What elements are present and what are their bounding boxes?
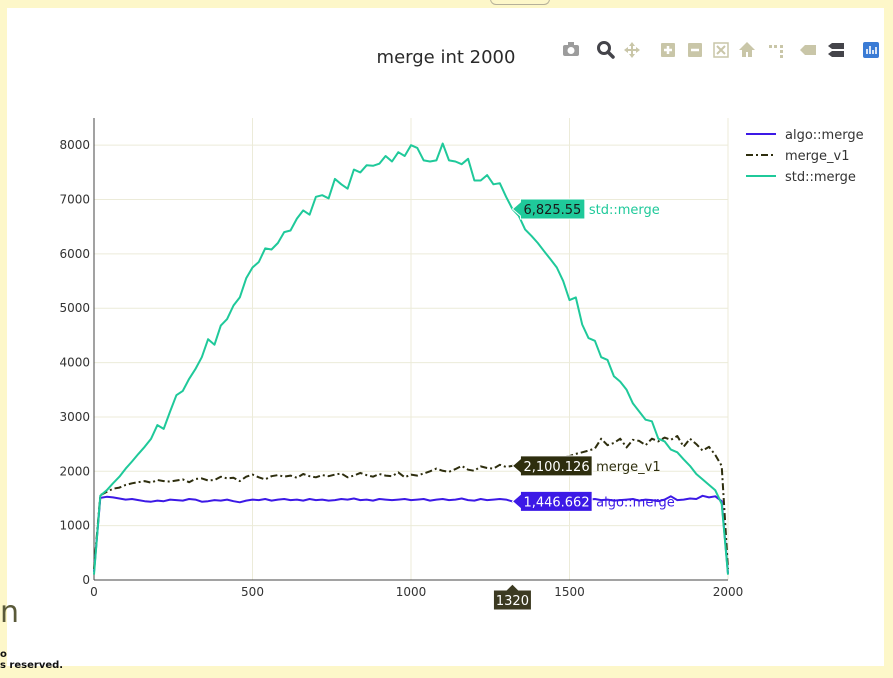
series-layer: [93, 142, 729, 575]
legend-label[interactable]: std::merge: [785, 170, 856, 185]
footer-logo-fragment: n: [0, 595, 20, 630]
series-line-merge-v1: [93, 435, 729, 570]
x-tick-label: 2000: [713, 585, 744, 599]
series-line-std-merge: [93, 142, 729, 575]
zoom-glass[interactable]: [597, 41, 611, 55]
y-tick-label: 4000: [59, 356, 90, 370]
y-tick-label: 5000: [59, 301, 90, 315]
hover-compare-icon[interactable]: [828, 43, 844, 57]
hover-series-name: merge_v1: [596, 460, 661, 475]
zoom-in-plus[interactable]: [664, 46, 672, 54]
spike-lines-icon[interactable]: [769, 45, 783, 58]
spike-dot-2[interactable]: [774, 45, 777, 48]
grid-layer: [94, 118, 729, 580]
y-tick-label: 6000: [59, 247, 90, 261]
y-tick-label: 7000: [59, 193, 90, 207]
camera-top[interactable]: [568, 42, 574, 45]
y-tick-label: 8000: [59, 138, 90, 152]
modebar: [563, 41, 879, 59]
footer-line-2: s reserved.: [0, 660, 64, 671]
legend-label[interactable]: algo::merge: [785, 128, 864, 143]
x-tick-label: 1000: [396, 585, 427, 599]
hover-value: 6,825.55: [523, 203, 581, 218]
hover-compare-tag-2[interactable]: [828, 51, 844, 57]
legend-item-merge-v1[interactable]: merge_v1: [746, 149, 850, 164]
footer-line-1: o: [0, 649, 7, 660]
zoom-in-icon[interactable]: [661, 43, 675, 57]
hover-x-value: 1320: [496, 594, 529, 609]
plotly-logo-bars[interactable]: [866, 46, 877, 54]
hover-box-std-merge: [511, 198, 586, 220]
hover-closest-tag[interactable]: [800, 45, 816, 55]
hover-series-name: algo::merge: [596, 495, 675, 510]
hover-value: 2,100.126: [523, 460, 589, 475]
autoscale-icon[interactable]: [713, 42, 729, 58]
zoom-icon[interactable]: [597, 41, 615, 59]
autoscale-cross[interactable]: [716, 45, 726, 55]
chart-title: merge int 2000: [377, 47, 516, 68]
camera-lens[interactable]: [567, 47, 575, 54]
y-tick-label: 1000: [59, 519, 90, 533]
x-tick-label: 500: [241, 585, 264, 599]
legend-label[interactable]: merge_v1: [785, 149, 850, 164]
spike-dot-3[interactable]: [780, 45, 783, 48]
hover-closest-icon[interactable]: [800, 45, 816, 55]
y-tick-label: 3000: [59, 410, 90, 424]
legend-item-algo-merge[interactable]: algo::merge: [746, 128, 864, 143]
home-icon[interactable]: [739, 42, 755, 57]
axis-layer: 0 1000 2000 3000 4000 5000 6000 7000 8000 0 500 100…: [59, 118, 743, 599]
plotly-logo-icon[interactable]: [863, 42, 879, 58]
hover-box-algo-merge: [511, 490, 593, 512]
zoom-handle[interactable]: [606, 50, 615, 59]
legend-item-std-merge[interactable]: std::merge: [746, 170, 856, 185]
y-tick-label: 0: [82, 573, 90, 587]
autoscale-frame[interactable]: [713, 42, 729, 58]
camera-icon[interactable]: [563, 42, 579, 56]
spike-dot-1[interactable]: [769, 45, 772, 48]
hover-compare-tag-1[interactable]: [828, 43, 844, 49]
hover-box-merge-v1: [511, 455, 593, 477]
home-shape[interactable]: [739, 42, 755, 57]
footer-copyright: o s reserved.: [0, 649, 63, 671]
pan-icon[interactable]: [624, 42, 640, 58]
y-tick-label: 2000: [59, 464, 90, 478]
x-tick-label: 1500: [554, 585, 585, 599]
pan-arrows[interactable]: [624, 42, 640, 58]
zoom-out-icon[interactable]: [688, 43, 702, 57]
hover-value: 1,446.662: [523, 495, 589, 510]
series-line-algo-merge: [93, 494, 729, 574]
hover-series-name: std::merge: [589, 203, 660, 218]
spike-dot-4[interactable]: [780, 50, 783, 53]
chart-panel: [7, 8, 884, 666]
hover-x-box: [492, 583, 532, 611]
spike-dot-5[interactable]: [780, 55, 783, 58]
x-tick-label: 0: [90, 585, 98, 599]
